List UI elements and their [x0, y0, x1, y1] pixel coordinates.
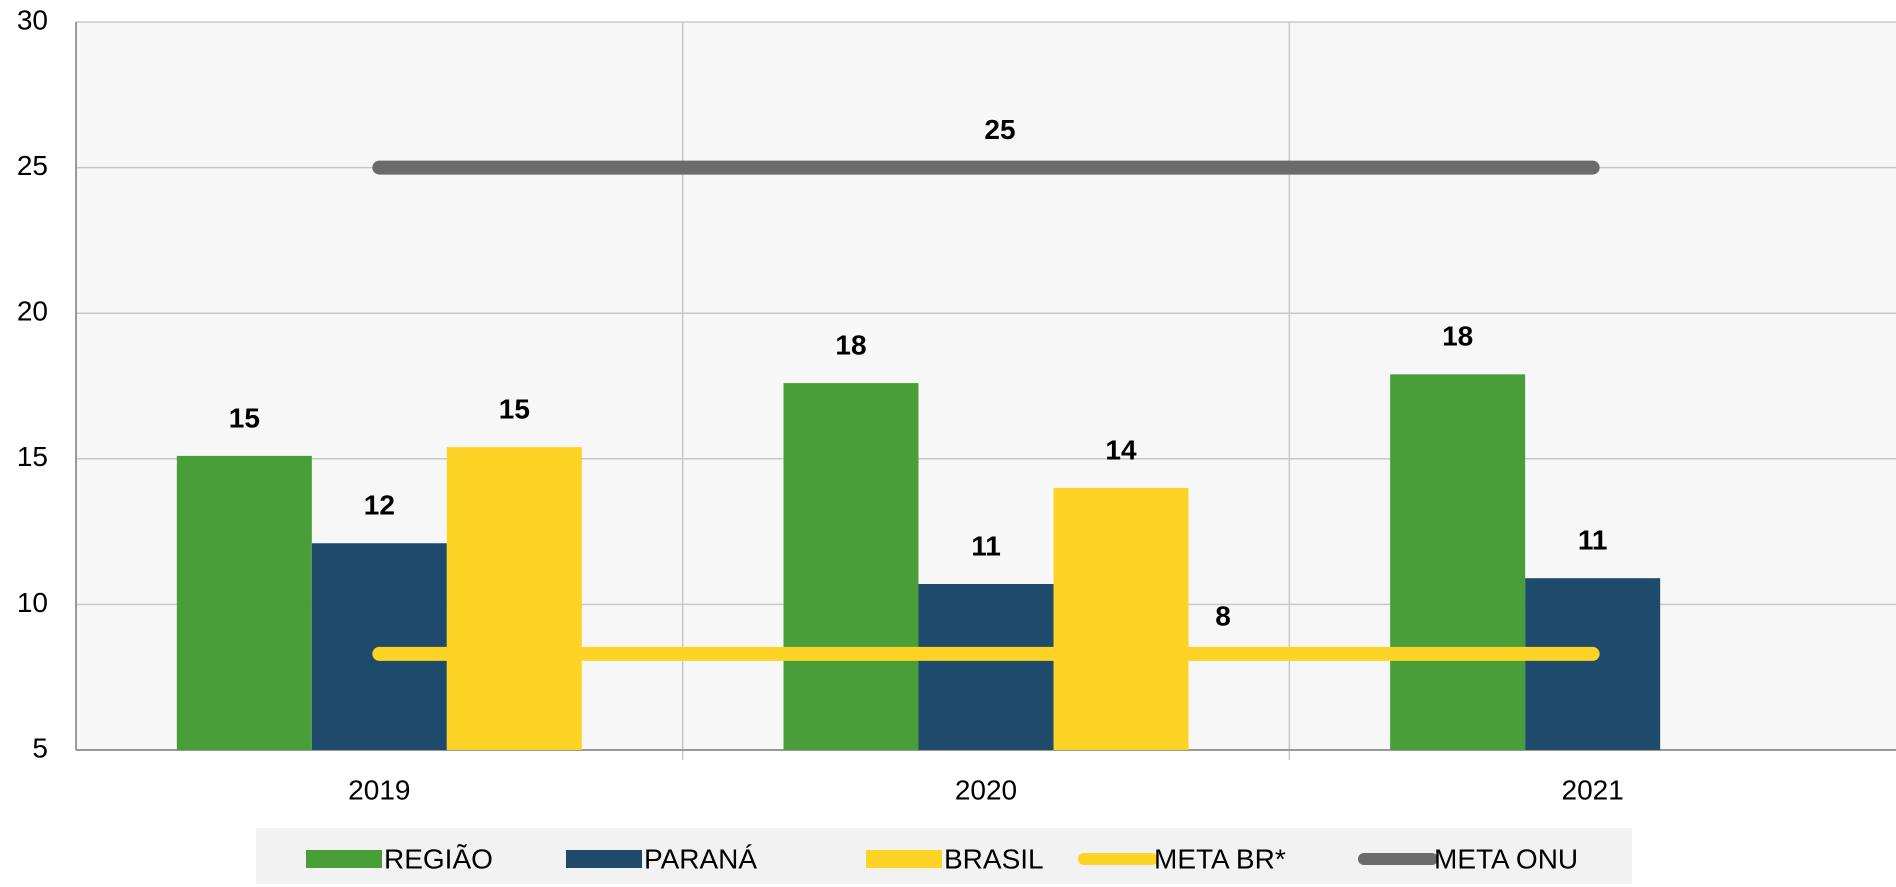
y-tick-label: 25 [17, 150, 48, 181]
value-label: 25 [984, 114, 1015, 145]
bar [176, 455, 312, 750]
bar [311, 543, 447, 750]
value-label: 15 [229, 402, 260, 433]
y-tick-label: 10 [17, 587, 48, 618]
legend-label: BRASIL [944, 843, 1044, 874]
legend-label: REGIÃO [384, 843, 493, 874]
x-tick-label: 2021 [1562, 774, 1624, 805]
y-tick-label: 30 [17, 4, 48, 35]
legend-label: META BR* [1154, 843, 1286, 874]
legend-swatch [866, 850, 942, 868]
bar [1525, 578, 1661, 750]
x-tick-label: 2020 [955, 774, 1017, 805]
bar [1390, 374, 1526, 750]
bar [783, 383, 919, 750]
value-label: 8 [1215, 600, 1231, 631]
y-tick-label: 20 [17, 296, 48, 327]
value-label: 11 [971, 530, 1001, 561]
legend-swatch [306, 850, 382, 868]
y-tick-label: 15 [17, 441, 48, 472]
value-label: 12 [364, 490, 395, 521]
value-label: 11 [1578, 525, 1608, 556]
bar [1053, 487, 1189, 750]
legend-label: PARANÁ [644, 843, 757, 874]
legend-label: META ONU [1434, 843, 1578, 874]
value-label: 18 [1442, 321, 1473, 352]
value-label: 18 [835, 329, 866, 360]
value-label: 15 [499, 394, 530, 425]
x-tick-label: 2019 [348, 774, 410, 805]
legend-swatch [566, 850, 642, 868]
bar [446, 447, 582, 750]
bar [918, 584, 1054, 750]
value-label: 14 [1105, 434, 1137, 465]
y-tick-label: 5 [32, 732, 48, 763]
